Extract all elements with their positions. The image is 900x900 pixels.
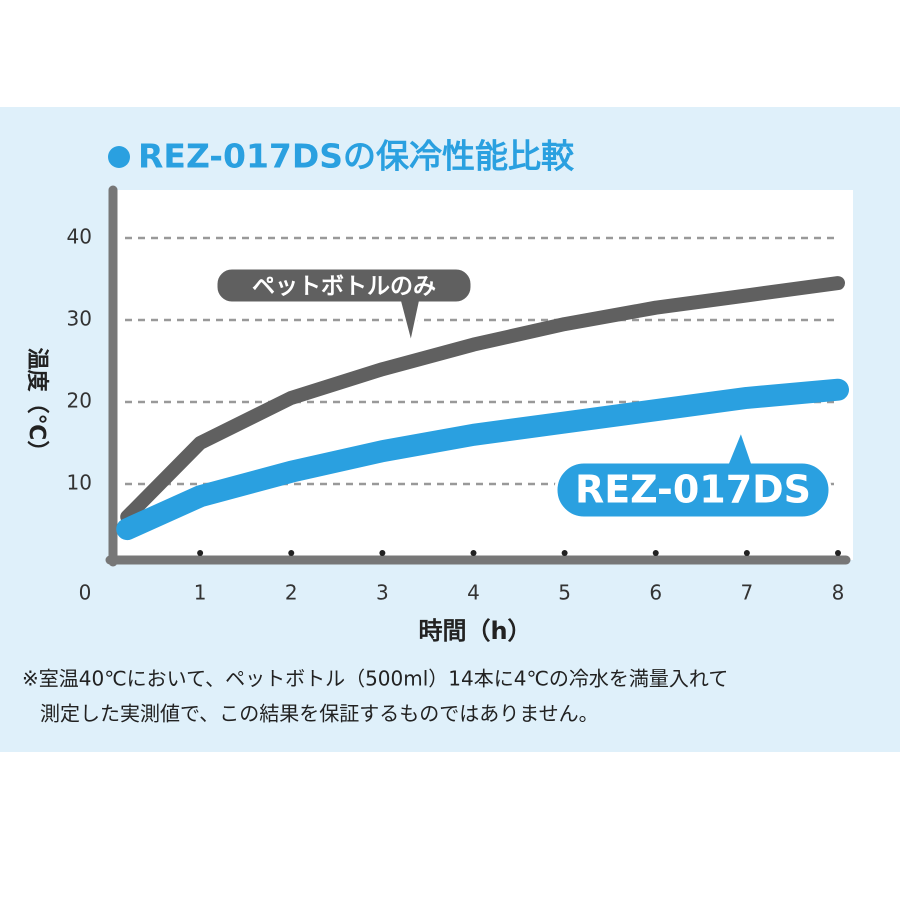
x-tick-label: 7 xyxy=(741,581,754,605)
x-tick-mark xyxy=(835,550,841,556)
y-tick-label: 40 xyxy=(67,225,92,249)
callout-box xyxy=(554,425,832,520)
x-tick-label: 5 xyxy=(558,581,571,605)
x-tick-mark xyxy=(470,550,477,556)
x-tick-label: 2 xyxy=(285,581,298,605)
x-tick-mark xyxy=(288,550,295,556)
x-tick-label: 6 xyxy=(649,581,662,605)
footnote: ※室温40℃において、ペットボトル（500ml）14本に4℃の冷水を満量入れて xyxy=(22,667,728,691)
x-tick-label: 4 xyxy=(467,581,480,605)
x-tick-label: 0 xyxy=(79,581,92,605)
y-tick-label: 30 xyxy=(67,307,92,331)
chart-title: REZ-017DSの保冷性能比較 xyxy=(138,137,575,176)
x-tick-mark xyxy=(561,550,568,556)
x-tick-mark xyxy=(197,550,204,556)
y-tick-label: 20 xyxy=(67,389,92,413)
x-tick-mark xyxy=(652,550,659,556)
x-tick-label: 1 xyxy=(194,581,207,605)
callout-box xyxy=(214,266,474,346)
y-tick-label: 10 xyxy=(67,471,92,495)
series-line xyxy=(120,276,845,524)
x-axis-label: 時間（h） xyxy=(418,617,531,645)
title-bullet xyxy=(108,146,130,168)
callout-label: REZ-017DS xyxy=(575,468,811,512)
x-tick-label: 8 xyxy=(832,581,845,605)
series-line xyxy=(116,378,849,541)
x-tick-mark xyxy=(379,550,386,556)
footnote: 測定した実測値で、この結果を保証するものではありません。 xyxy=(40,702,599,726)
callout-label: ペットボトルのみ xyxy=(252,274,436,300)
y-axis-label: 温度（℃） xyxy=(24,348,50,463)
x-tick-label: 3 xyxy=(376,581,389,605)
x-tick-mark xyxy=(743,550,750,556)
